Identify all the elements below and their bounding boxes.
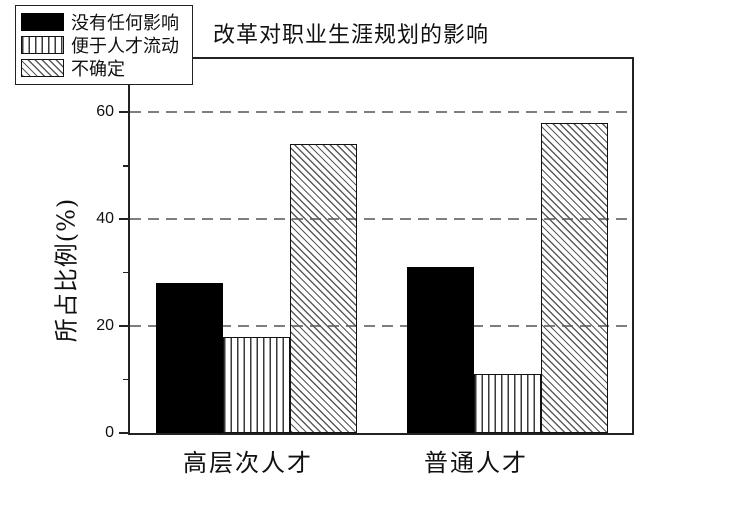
y-tick-60 <box>119 111 128 114</box>
legend-row-3: 不确定 <box>21 56 192 80</box>
y-tick-label-60: 60 <box>96 103 114 121</box>
legend-label-3: 不确定 <box>71 58 125 80</box>
gridline-y60 <box>130 111 632 114</box>
y-tick-20 <box>119 325 128 328</box>
legend: 没有任何影响 便于人才流动 不确定 <box>15 5 193 85</box>
diagonal-hatch-swatch-icon <box>21 58 64 77</box>
y-minor-tick-30 <box>123 271 128 274</box>
y-tick-40 <box>119 218 128 221</box>
plot-frame <box>128 57 634 435</box>
bar-diagonal-hatch-group2 <box>541 123 608 433</box>
y-tick-label-0: 0 <box>105 424 114 441</box>
bar-solid-black-group1 <box>156 283 223 433</box>
chart-title: 改革对职业生涯规划的影响 <box>212 23 490 48</box>
bar-vertical-stripes-group2 <box>474 374 541 433</box>
y-tick-label-20: 20 <box>96 317 114 335</box>
bar-solid-black-group2 <box>407 267 474 433</box>
solid-black-swatch-icon <box>21 12 64 31</box>
legend-label-1: 没有任何影响 <box>71 12 179 34</box>
legend-row-1: 没有任何影响 <box>21 10 192 34</box>
legend-label-2: 便于人才流动 <box>71 35 179 57</box>
x-category-label-2: 普通人才 <box>424 449 528 477</box>
legend-row-2: 便于人才流动 <box>21 33 192 57</box>
x-category-label-1: 高层次人才 <box>183 449 313 477</box>
y-minor-tick-50 <box>123 165 128 167</box>
plot-area: 0 20 40 60 高层次人才 普通人才 <box>96 59 632 477</box>
y-minor-tick-10 <box>123 378 128 381</box>
vertical-stripes-swatch-icon <box>21 35 64 54</box>
y-tick-0 <box>119 432 128 434</box>
bar-vertical-stripes-group1 <box>223 336 290 433</box>
gridline-y20 <box>130 325 632 328</box>
gridline-y40 <box>130 218 632 221</box>
y-tick-label-40: 40 <box>96 210 114 228</box>
bar-diagonal-hatch-group1 <box>290 144 357 433</box>
